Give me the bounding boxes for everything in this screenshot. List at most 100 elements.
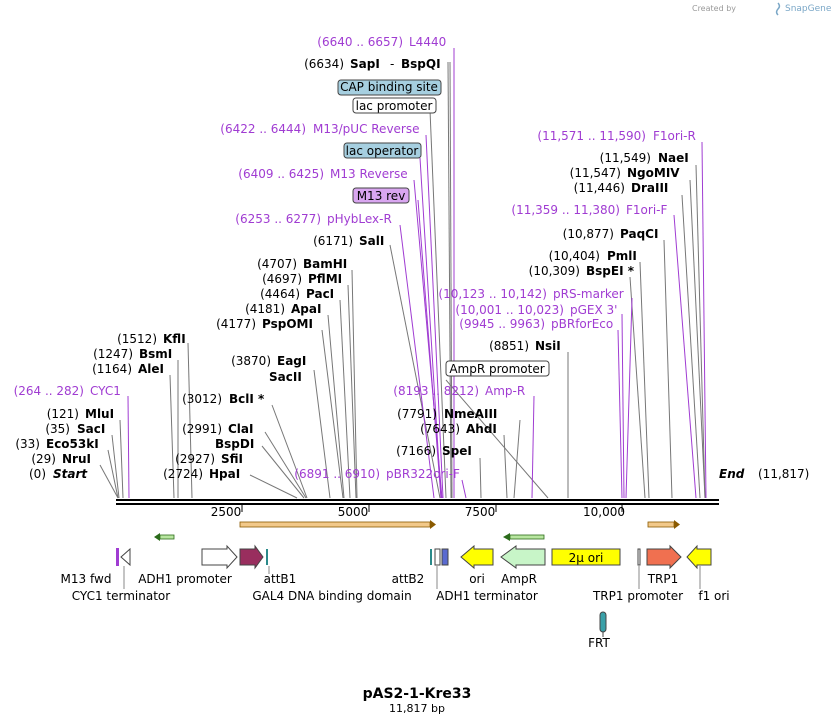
site-alei: AleI (138, 362, 164, 376)
site-pos-nsii: (8851) (489, 339, 529, 353)
label-attb2: attB2 (392, 572, 425, 586)
label-ori: ori (469, 572, 485, 586)
site-pos-saci: (35) (45, 422, 70, 436)
credit-brand: SnapGene (785, 4, 832, 14)
label-f1-ori: f1 ori (698, 589, 729, 603)
site-pos-bcli: (3012) (182, 392, 222, 406)
ruler-label-2500: 2500 (211, 505, 242, 519)
primer-leader-lines (127, 48, 707, 499)
blue-feature-mark (441, 548, 449, 566)
label-m13-fwd: M13 fwd (61, 572, 112, 586)
cap-binding-site-label: CAP binding site (340, 80, 438, 94)
primer-range-cyc1: (264 .. 282) (14, 384, 84, 398)
backbone-bottom-strand (116, 503, 719, 505)
site-pos-spei: (7166) (396, 444, 436, 458)
site-leader-lines (99, 61, 706, 499)
site-sali: SalI (359, 234, 384, 248)
cyc1-terminator-arrow (120, 547, 131, 567)
site-pflmi: PflMI (308, 272, 342, 286)
label-cyc1-terminator: CYC1 terminator (72, 589, 171, 603)
ruler-label-7500: 7500 (465, 505, 496, 519)
primer-pgex: pGEX 3' (570, 303, 617, 317)
primer-f1orif: F1ori-F (626, 203, 667, 217)
site-bamhi: BamHI (303, 257, 347, 271)
primer-range-pbrforeco: (9945 .. 9963) (459, 317, 545, 331)
end-pos: (11,817) (758, 467, 809, 481)
start-pos: (0) (29, 467, 46, 481)
ruler-label-10000: 10,000 (583, 505, 625, 519)
primer-pbr322: pBR322ori-F (386, 467, 460, 481)
site-pos-ahdi: (7643) (420, 422, 460, 436)
ori-arrow (460, 544, 494, 570)
label-adh1-terminator: ADH1 terminator (436, 589, 538, 603)
primer-range-pbr322: (6891 .. 6910) (294, 467, 380, 481)
primer-range-f1orir: (11,571 .. 11,590) (537, 129, 646, 143)
primer-cyc1: CYC1 (90, 384, 121, 398)
site-pos-bamhi: (4707) (257, 257, 297, 271)
label-adh1-promoter: ADH1 promoter (138, 572, 232, 586)
site-pos-paci: (4464) (260, 287, 300, 301)
primer-m13puc: M13/pUC Reverse (313, 122, 420, 136)
primer-range-m13rev: (6409 .. 6425) (238, 167, 324, 181)
primer-range-l4440: (6640 .. 6657) (317, 35, 403, 49)
site-nsii: NsiI (535, 339, 561, 353)
lac-operator-label: lac operator (346, 144, 419, 158)
primer-range-prs: (10,123 .. 10,142) (438, 287, 547, 301)
adh1-terminator-mark (434, 548, 441, 566)
site-pos-bspei: (10,309) (529, 264, 580, 278)
site-spei: SpeI (442, 444, 472, 458)
site-pos-bsmi: (1247) (93, 347, 133, 361)
primer-range-f1orif: (11,359 .. 11,380) (511, 203, 620, 217)
site-eco53ki: Eco53kI (46, 437, 99, 451)
site-sacii: SacII (269, 370, 302, 384)
site-bcli: BclI * (229, 392, 265, 406)
adh1-promoter-arrow (201, 544, 238, 570)
feature-track: 2μ ori (116, 544, 712, 637)
site-draiii: DraIII (631, 181, 668, 195)
m13-fwd-mark (116, 548, 119, 566)
site-pmli: PmlI (607, 249, 637, 263)
site-nmeaiii: NmeAIII (444, 407, 497, 421)
label-trp1-promoter: TRP1 promoter (592, 589, 683, 603)
cap-binding-site-box (337, 79, 442, 96)
site-pos-pspomi: (4177) (216, 317, 256, 331)
trp1-promoter-mark (637, 548, 641, 566)
site-pos-mlui: (121) (47, 407, 79, 421)
primer-phyblex: pHybLex-R (327, 212, 392, 226)
site-pos-clai: (2991) (182, 422, 222, 436)
site-pos-nmeaiii: (7791) (397, 407, 437, 421)
primer-f1orir: F1ori-R (653, 129, 696, 143)
attb1-mark (266, 549, 268, 565)
site-apai: ApaI (291, 302, 321, 316)
ampr-arrow (500, 545, 546, 569)
site-sfii: SfiI (221, 452, 243, 466)
label-trp1: TRP1 (647, 572, 679, 586)
f1-ori-arrow (686, 544, 712, 570)
site-bspei: BspEI * (586, 264, 635, 278)
site-pos-draiii: (11,446) (574, 181, 625, 195)
ampr-promoter-label: AmpR promoter (449, 362, 544, 376)
site-ahdi: AhdI (466, 422, 497, 436)
site-pos-naei: (11,549) (600, 151, 651, 165)
primer-prs: pRS-marker (553, 287, 624, 301)
primer-ampr: Amp-R (485, 384, 525, 398)
site-ngomiv: NgoMIV (627, 166, 680, 180)
site-hpai: HpaI (209, 467, 240, 481)
label-frt: FRT (588, 636, 610, 650)
ampr-promoter-box (445, 360, 550, 377)
ruler-label-5000: 5000 (338, 505, 369, 519)
label-attb1: attB1 (264, 572, 297, 586)
plasmid-title: pAS2-1-Kre33 (363, 686, 472, 702)
gal4-dbd-arrow (239, 544, 264, 570)
site-pos-kfli: (1512) (117, 332, 157, 346)
site-pos-nrui: (29) (31, 452, 56, 466)
site-pos-paqci: (10,877) (563, 227, 614, 241)
site-pos-apai: (4181) (245, 302, 285, 316)
site-pos-sali: (6171) (313, 234, 353, 248)
site-mlui: MluI (85, 407, 114, 421)
site-bspdi: BspDI (215, 437, 254, 451)
trp1-arrow (646, 544, 682, 570)
2mu-ori-box (551, 548, 621, 566)
backbone-top-strand (116, 499, 719, 501)
